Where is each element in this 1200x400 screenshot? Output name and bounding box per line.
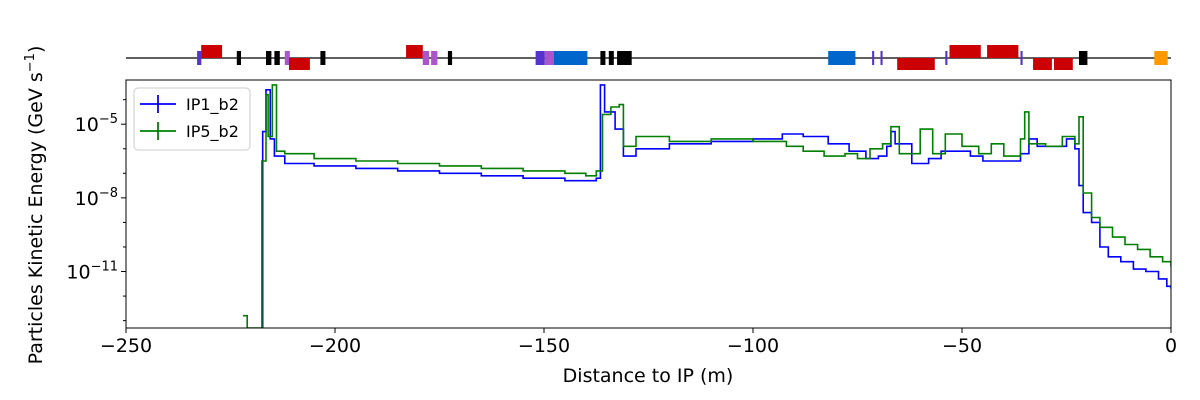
element-strip — [126, 45, 1171, 70]
element-block-28 — [1054, 58, 1073, 70]
x-tick-label-0: −250 — [100, 335, 152, 357]
element-block-11 — [447, 51, 453, 65]
element-block-5 — [284, 51, 290, 65]
element-block-3 — [266, 51, 272, 65]
element-block-21 — [897, 58, 916, 70]
y-axis: 10−5 10−8 10−11 — [66, 99, 126, 322]
y-axis-label: Particles Kinetic Energy (GeV s−1) — [23, 46, 47, 365]
element-block-4 — [274, 51, 280, 65]
series-line-IP5_b2 — [243, 84, 1171, 328]
element-block-19 — [872, 51, 875, 65]
element-block-27 — [1033, 58, 1052, 70]
element-block-14 — [554, 51, 588, 65]
element-block-12 — [535, 51, 545, 65]
x-axis-label: Distance to IP (m) — [563, 365, 734, 387]
element-block-25 — [987, 45, 1019, 58]
y-axis-label-main: Particles Kinetic Energy (GeV s — [25, 72, 47, 364]
element-block-30 — [1154, 51, 1168, 65]
element-block-0 — [197, 51, 202, 65]
element-block-8 — [406, 45, 423, 58]
x-tick-label-1: −200 — [309, 335, 361, 357]
element-block-18 — [828, 51, 856, 65]
element-block-9 — [422, 51, 430, 65]
x-tick-label-4: −50 — [942, 335, 982, 357]
y-axis-label-sup: −1 — [23, 53, 38, 72]
element-block-24 — [949, 45, 981, 58]
element-block-6 — [289, 58, 310, 70]
element-block-26 — [1020, 51, 1023, 65]
element-block-23 — [945, 51, 948, 65]
plot-frame — [125, 79, 1172, 329]
y-tick-label-0: 10−5 — [75, 112, 118, 136]
y-axis-label-close: ) — [25, 46, 47, 53]
element-block-7 — [320, 51, 326, 65]
x-tick-label-3: −100 — [727, 335, 779, 357]
element-block-20 — [880, 51, 883, 65]
x-axis: −250 −200 −150 −100 −50 0 — [100, 328, 1177, 357]
series-layer — [243, 84, 1171, 328]
element-block-15 — [600, 51, 606, 65]
legend: IP1_b2 IP5_b2 — [133, 87, 251, 151]
element-block-17 — [617, 51, 632, 65]
series-line-IP1_b2 — [261, 84, 1171, 328]
legend-label-0: IP1_b2 — [186, 95, 239, 115]
element-block-22 — [916, 58, 935, 70]
element-block-10 — [431, 51, 438, 65]
element-block-2 — [236, 51, 241, 65]
y-tick-label-1: 10−8 — [75, 186, 118, 210]
element-block-16 — [608, 51, 614, 65]
y-tick-label-2: 10−11 — [66, 260, 118, 284]
x-tick-label-5: 0 — [1165, 335, 1177, 357]
element-block-29 — [1079, 51, 1088, 65]
element-block-1 — [201, 45, 223, 58]
legend-label-1: IP5_b2 — [186, 122, 239, 142]
x-tick-label-2: −150 — [518, 335, 570, 357]
element-block-13 — [544, 51, 554, 65]
